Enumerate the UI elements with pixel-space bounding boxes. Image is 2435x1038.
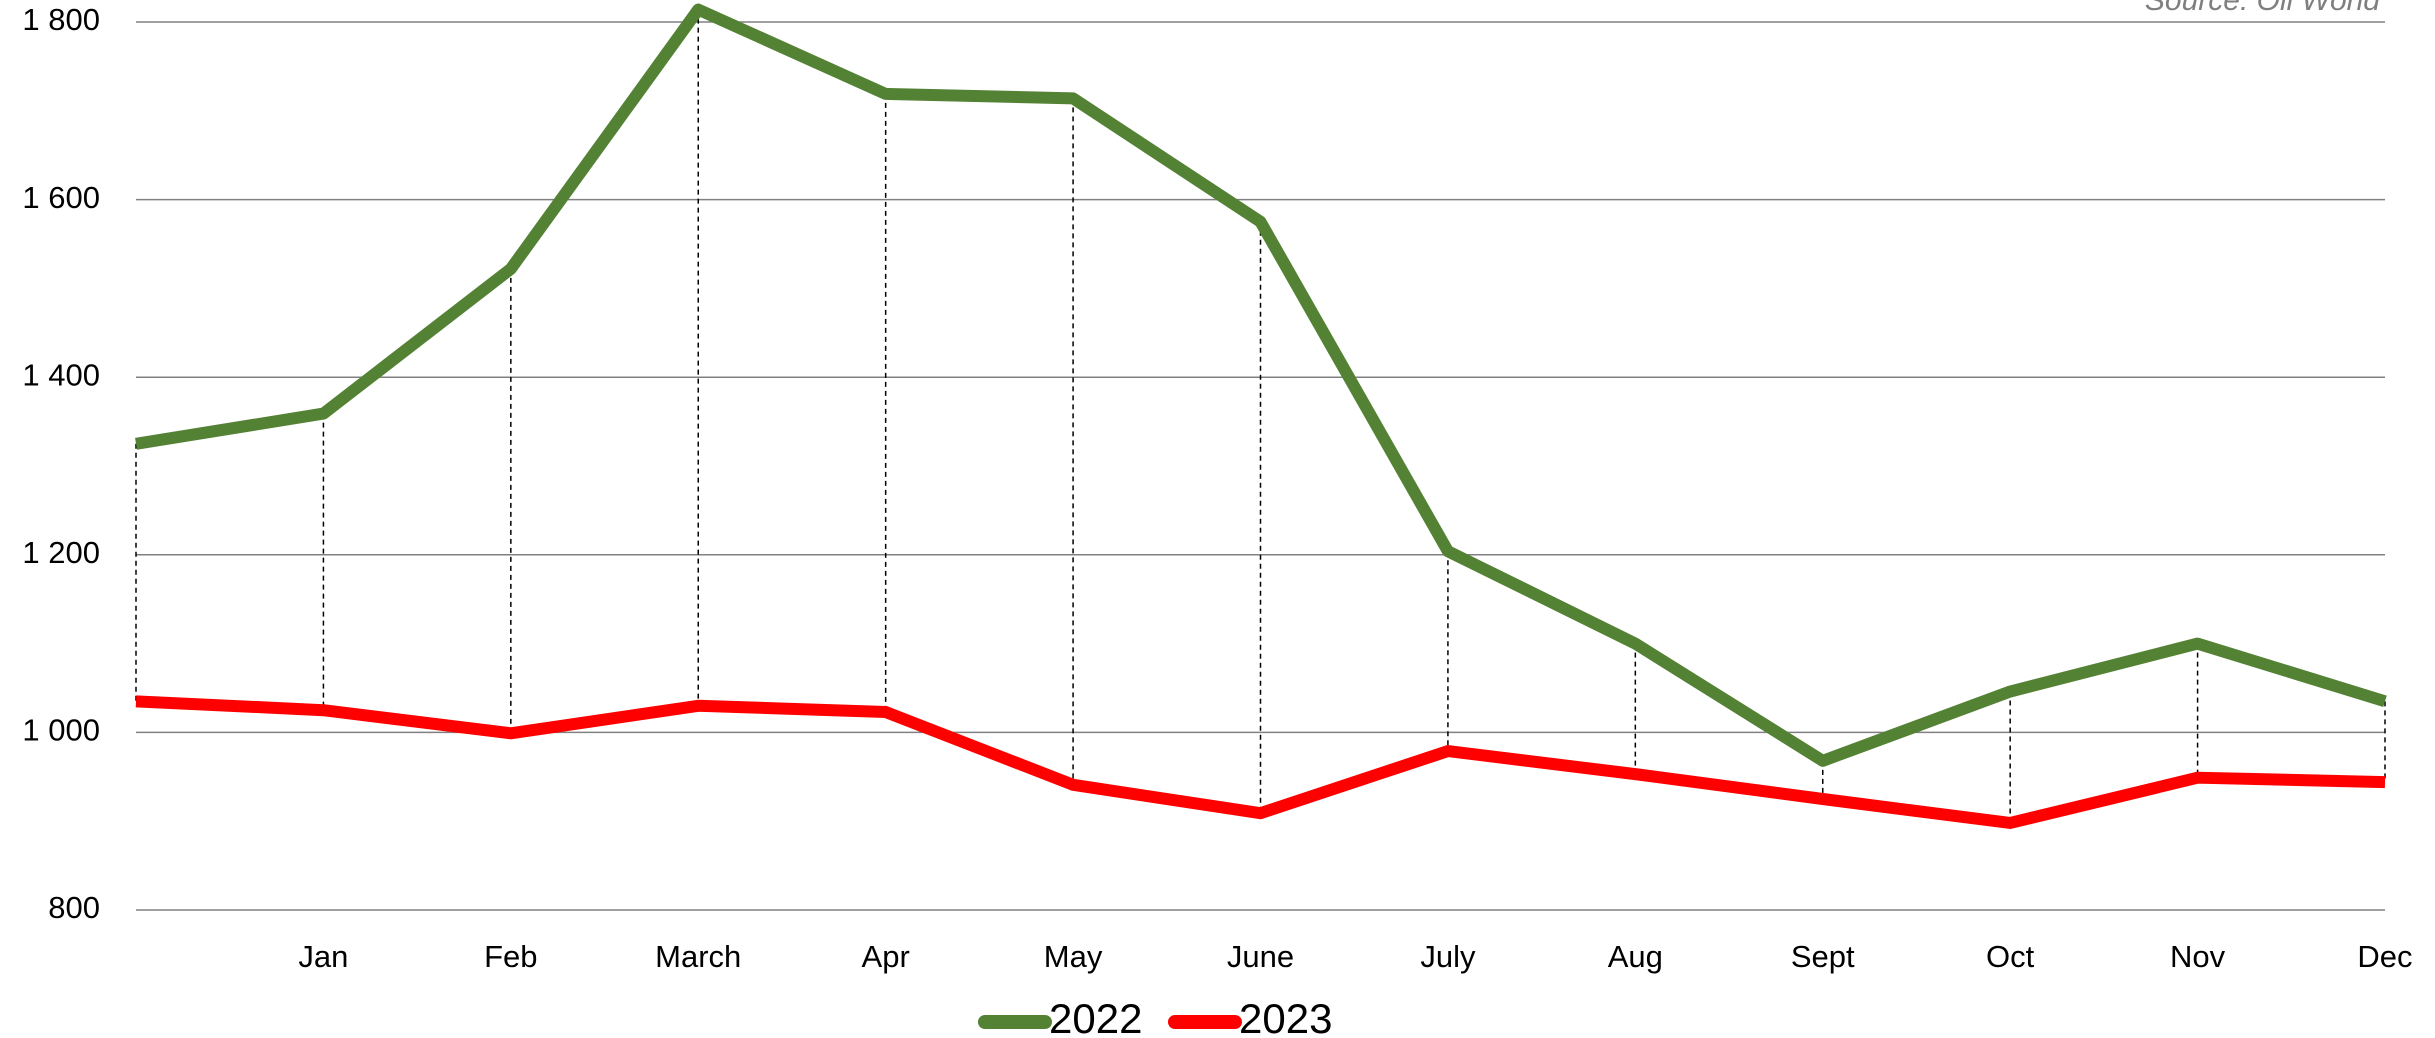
x-tick-label: March bbox=[655, 939, 741, 974]
source: Source: Oil World bbox=[2145, 0, 2381, 17]
x-tick-label: Oct bbox=[1986, 939, 2035, 974]
y-tick-label: 1 800 bbox=[22, 2, 100, 37]
x-tick-label: Aug bbox=[1608, 939, 1663, 974]
legend-label: 2022 bbox=[1049, 995, 1142, 1038]
series-line bbox=[135, 695, 2386, 829]
x-tick-label: Sept bbox=[1791, 939, 1855, 974]
y-tick-label: 1 400 bbox=[22, 357, 100, 392]
legend-label: 2023 bbox=[1239, 995, 1332, 1038]
x-tick-label: June bbox=[1227, 939, 1294, 974]
series-line bbox=[135, 3, 2387, 767]
x-tick-label: July bbox=[1420, 939, 1476, 974]
y-tick-label: 1 600 bbox=[22, 180, 100, 215]
y-tick-label: 1 000 bbox=[22, 713, 100, 748]
x-tick-label: May bbox=[1044, 939, 1103, 974]
y-tick-label: 1 200 bbox=[22, 535, 100, 570]
x-tick-label: Apr bbox=[862, 939, 910, 974]
x-tick-label: Nov bbox=[2170, 939, 2226, 974]
x-tick-label: Feb bbox=[484, 939, 537, 974]
y-tick-label: 800 bbox=[48, 890, 100, 925]
x-tick-label: Dec bbox=[2357, 939, 2412, 974]
x-tick-label: Jan bbox=[298, 939, 348, 974]
